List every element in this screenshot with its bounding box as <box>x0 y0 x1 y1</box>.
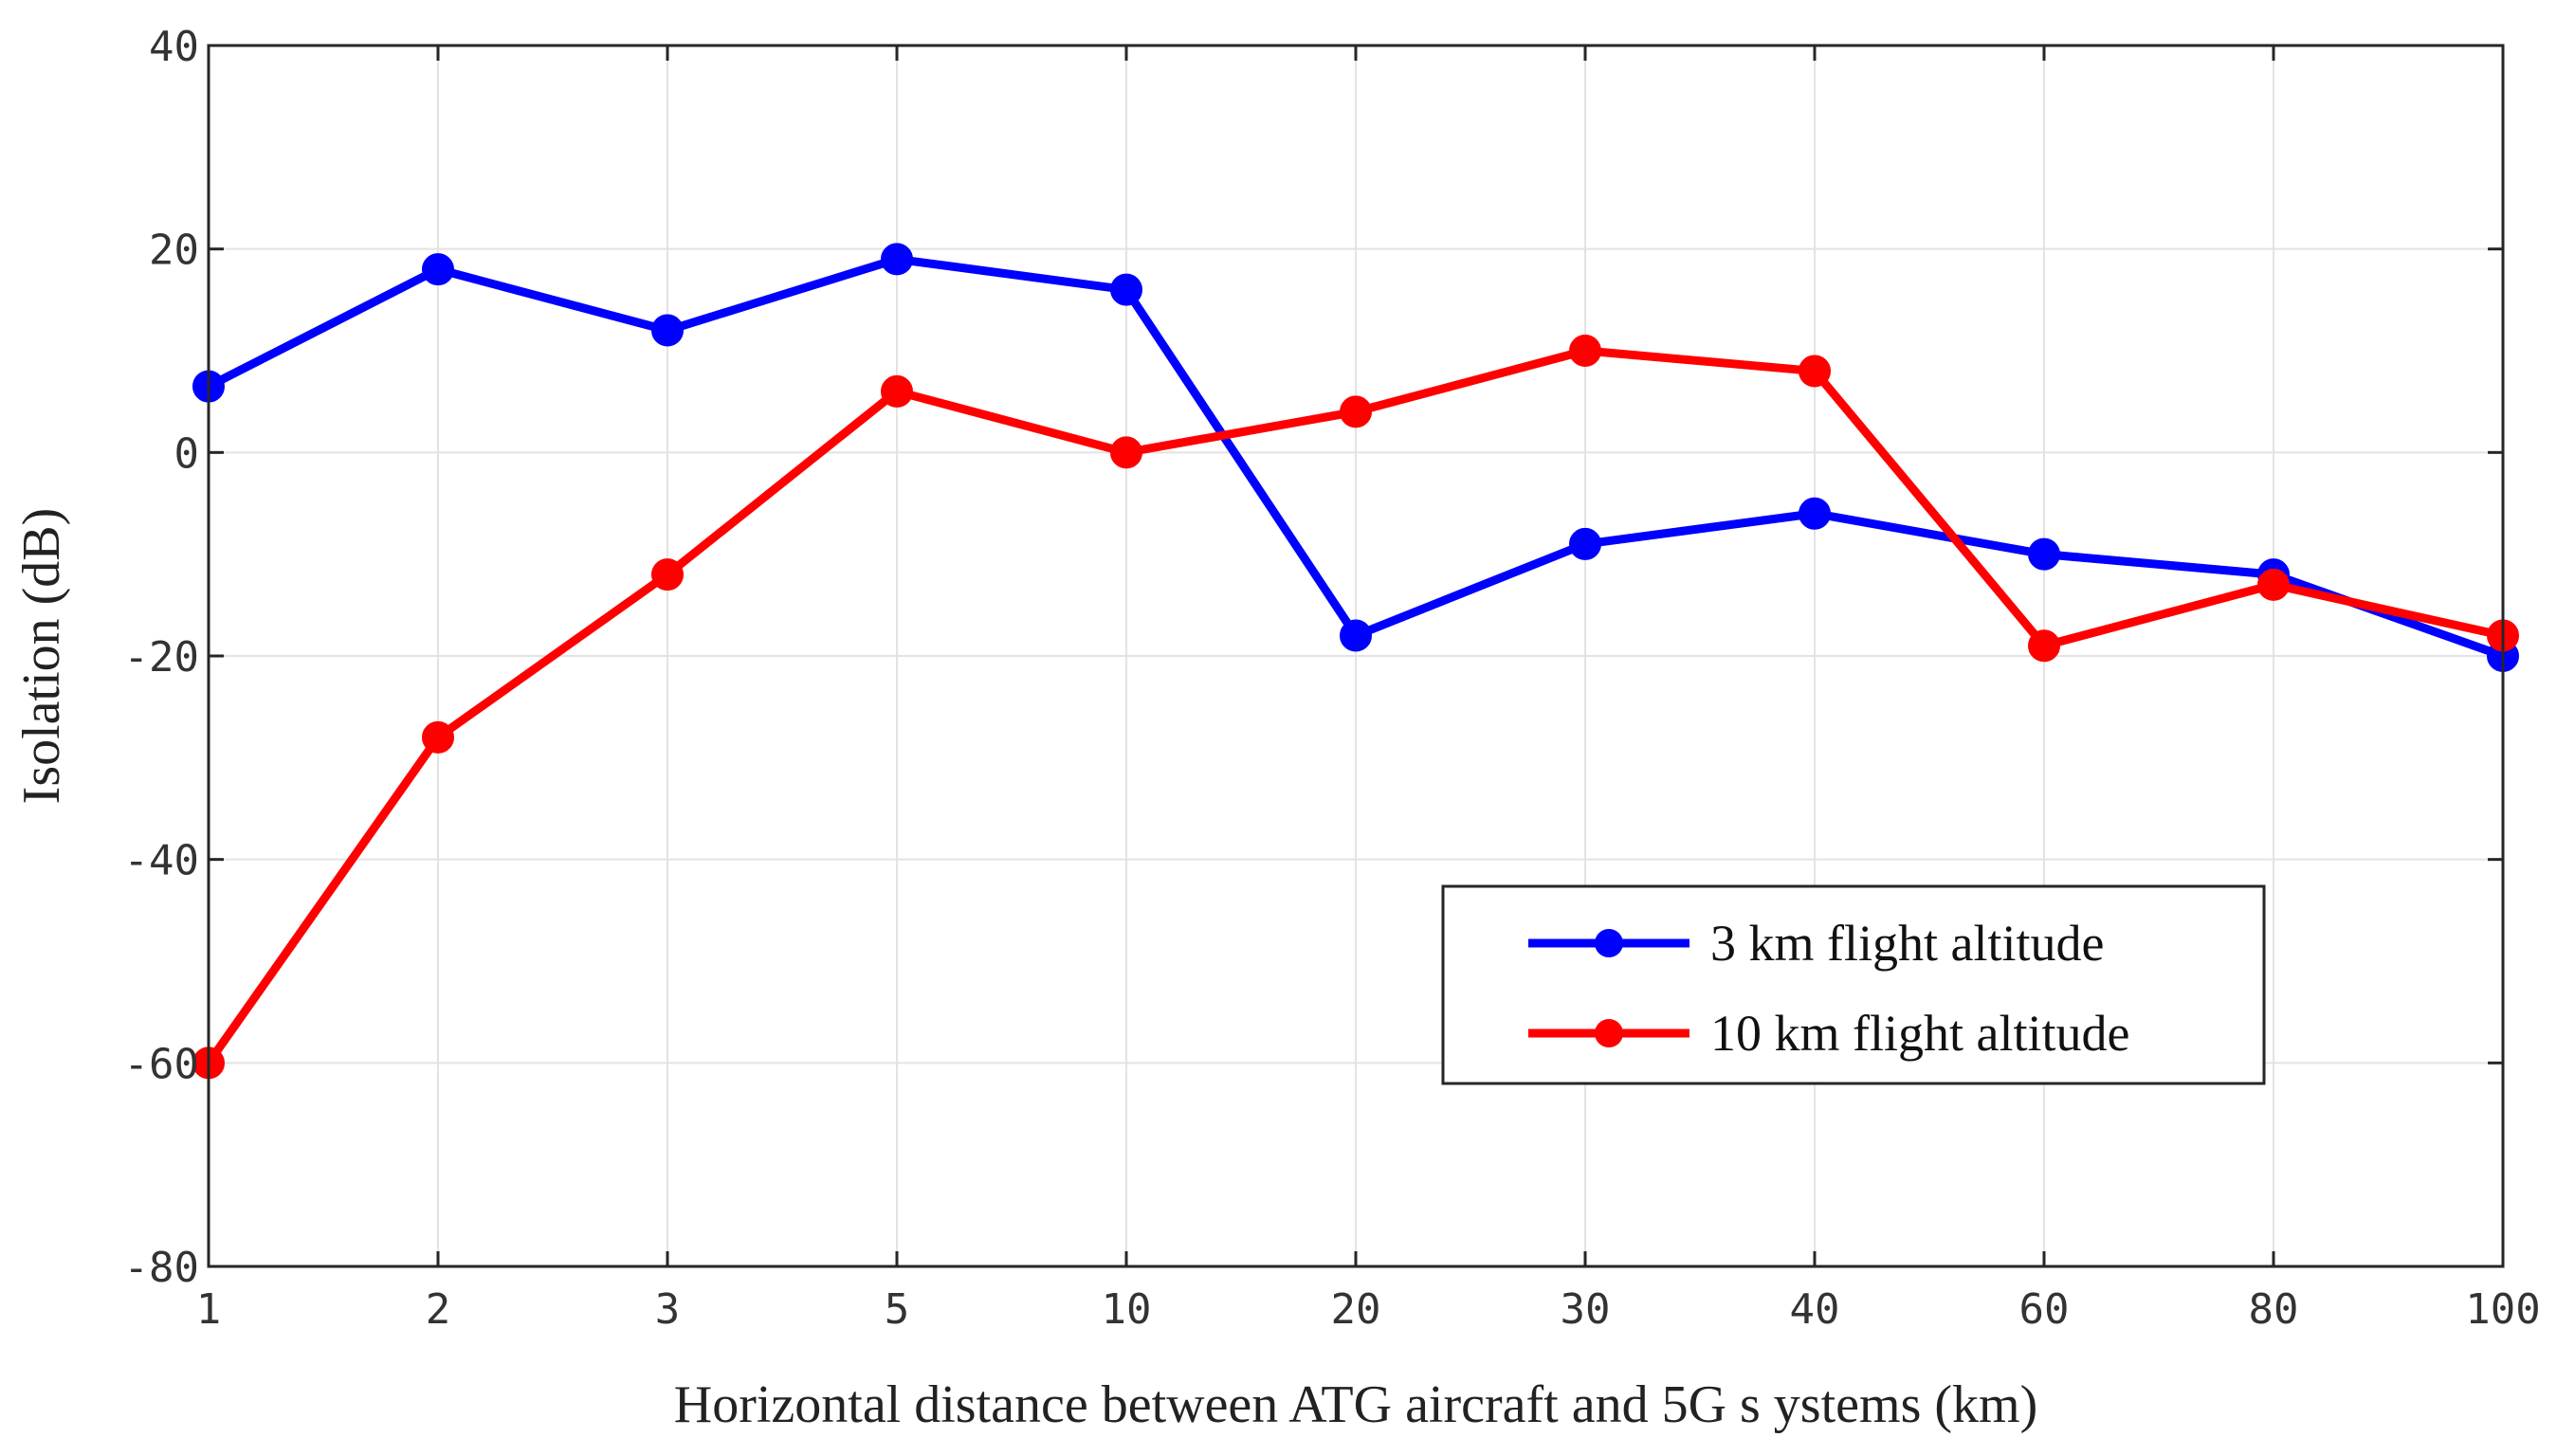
x-tick-label: 1 <box>196 1285 222 1334</box>
data-point <box>1799 355 1831 388</box>
x-tick-label: 5 <box>885 1285 910 1334</box>
x-tick-label: 40 <box>1790 1285 1840 1334</box>
data-point <box>881 374 913 408</box>
data-point <box>1569 335 1601 367</box>
y-tick-label: -60 <box>124 1040 199 1088</box>
data-point <box>1110 436 1142 469</box>
x-tick-label: 2 <box>426 1285 451 1334</box>
legend-label-10km: 10 km flight altitude <box>1710 1005 2129 1062</box>
y-tick-label: -80 <box>124 1244 199 1292</box>
series-1 <box>192 243 2519 672</box>
data-point <box>2257 568 2290 601</box>
x-tick-labels: 1 2 3 5 10 20 30 40 60 80 100 <box>196 1285 2541 1334</box>
data-point <box>651 558 684 592</box>
x-tick-label: 30 <box>1561 1285 1611 1334</box>
legend-box <box>1441 884 2266 1085</box>
x-axis-title: Horizontal distance between ATG aircraft… <box>674 1375 2037 1434</box>
legend-marker-3km <box>1595 929 1623 957</box>
x-tick-label: 60 <box>2019 1285 2070 1334</box>
data-point <box>651 314 684 347</box>
y-tick-label: -40 <box>124 837 199 885</box>
data-point <box>1340 619 1372 652</box>
series-layer <box>192 243 2519 1080</box>
data-point <box>1340 395 1372 428</box>
plot-frame <box>207 44 2505 1268</box>
data-point <box>422 720 454 754</box>
data-point <box>1110 273 1142 306</box>
y-axis-title: Isolation (dB) <box>12 508 71 805</box>
y-tick-labels: -80 -60 -40 -20 0 20 40 <box>124 23 199 1292</box>
data-point <box>2028 629 2060 663</box>
legend: 3 km flight altitude 10 km flight altitu… <box>1441 884 2266 1085</box>
y-tick-label: 20 <box>149 227 199 275</box>
y-tick-label: 40 <box>149 23 199 71</box>
y-tick-label: 0 <box>174 429 200 478</box>
legend-marker-10km <box>1595 1019 1623 1047</box>
data-point <box>2028 537 2060 571</box>
x-tick-label: 20 <box>1331 1285 1381 1334</box>
legend-label-3km: 3 km flight altitude <box>1710 915 2104 972</box>
series-2 <box>192 335 2519 1080</box>
y-tick-label: -20 <box>124 633 199 682</box>
data-point <box>422 253 454 286</box>
data-point <box>881 243 913 276</box>
x-tick-label: 80 <box>2249 1285 2299 1334</box>
x-tick-label: 100 <box>2465 1285 2540 1334</box>
x-tick-label: 3 <box>655 1285 681 1334</box>
x-tick-label: 10 <box>1102 1285 1152 1334</box>
data-point <box>1799 497 1831 530</box>
data-point <box>1569 527 1601 560</box>
